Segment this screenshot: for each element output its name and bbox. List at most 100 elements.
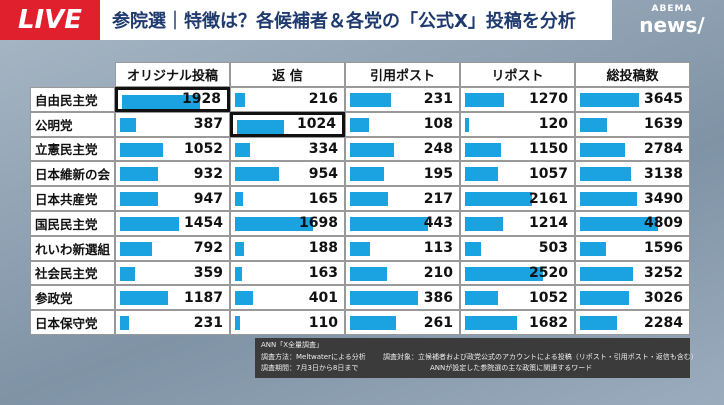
bar bbox=[580, 142, 626, 157]
party-name: れいわ新選組 bbox=[30, 235, 115, 261]
cell: 248 bbox=[345, 136, 460, 162]
bar bbox=[350, 117, 370, 132]
bar bbox=[120, 192, 159, 207]
value: 165 bbox=[308, 190, 338, 207]
column-header: オリジナル投稿 bbox=[115, 62, 230, 87]
value: 1052 bbox=[529, 289, 568, 306]
value: 1639 bbox=[644, 116, 683, 133]
value: 3138 bbox=[644, 165, 683, 182]
value: 3490 bbox=[644, 190, 683, 207]
value: 387 bbox=[193, 116, 223, 133]
bar bbox=[122, 95, 200, 109]
party-name: 社会民主党 bbox=[30, 260, 115, 286]
value: 1214 bbox=[529, 215, 568, 232]
cell: 2284 bbox=[575, 310, 690, 335]
bar bbox=[235, 93, 245, 107]
cell: 387 bbox=[115, 111, 230, 137]
value: 1698 bbox=[299, 215, 338, 232]
bar bbox=[120, 266, 135, 281]
value: 1928 bbox=[182, 91, 221, 108]
value: 113 bbox=[423, 240, 453, 257]
bar bbox=[580, 316, 618, 331]
bar bbox=[235, 316, 241, 331]
bar bbox=[235, 266, 243, 281]
cell: 1214 bbox=[460, 211, 575, 236]
bar bbox=[580, 241, 606, 256]
cell: 216 bbox=[230, 87, 345, 112]
cell: 359 bbox=[115, 260, 230, 286]
value: 1057 bbox=[529, 165, 568, 182]
cell: 1928 bbox=[115, 87, 230, 112]
value: 163 bbox=[308, 264, 338, 281]
value: 2520 bbox=[529, 264, 568, 281]
cell: 3138 bbox=[575, 161, 690, 187]
bar bbox=[235, 142, 251, 157]
value: 231 bbox=[423, 91, 453, 108]
cell: 954 bbox=[230, 161, 345, 187]
value: 120 bbox=[538, 116, 568, 133]
value: 401 bbox=[308, 289, 338, 306]
value: 334 bbox=[308, 140, 338, 157]
bar bbox=[465, 167, 498, 182]
live-badge: LIVE bbox=[0, 0, 100, 40]
cell: 2520 bbox=[460, 260, 575, 286]
cell: 1052 bbox=[460, 285, 575, 311]
value: 1682 bbox=[529, 314, 568, 331]
cell: 334 bbox=[230, 136, 345, 162]
bar bbox=[465, 217, 503, 231]
value: 386 bbox=[423, 289, 453, 306]
bar bbox=[465, 192, 532, 207]
bar bbox=[580, 167, 631, 182]
cell: 2784 bbox=[575, 136, 690, 162]
cell: 110 bbox=[230, 310, 345, 335]
bar bbox=[120, 142, 163, 157]
bar bbox=[465, 291, 498, 306]
value: 210 bbox=[423, 264, 453, 281]
value: 1052 bbox=[184, 140, 223, 157]
cell: 1639 bbox=[575, 111, 690, 137]
value: 1270 bbox=[529, 91, 568, 108]
value: 792 bbox=[193, 240, 223, 257]
bar bbox=[580, 217, 658, 231]
bar bbox=[580, 266, 633, 281]
value: 217 bbox=[423, 190, 453, 207]
value: 503 bbox=[538, 240, 568, 257]
value: 2161 bbox=[529, 190, 568, 207]
party-name: 国民民主党 bbox=[30, 211, 115, 236]
cell: 1057 bbox=[460, 161, 575, 187]
source-title: ANN「X全量調査」 bbox=[261, 341, 324, 349]
source-box: ANN「X全量調査」 調査方法：Meltwaterによる分析 調査期間：7月3日… bbox=[255, 338, 698, 378]
cell: 3490 bbox=[575, 186, 690, 211]
cell: 1682 bbox=[460, 310, 575, 335]
cell: 2161 bbox=[460, 186, 575, 211]
cell: 1270 bbox=[460, 87, 575, 112]
cell: 3645 bbox=[575, 87, 690, 112]
column-header: 返 信 bbox=[230, 62, 345, 87]
value: 261 bbox=[423, 314, 453, 331]
value: 108 bbox=[423, 116, 453, 133]
bar bbox=[465, 316, 518, 331]
value: 1024 bbox=[297, 116, 336, 133]
bar bbox=[350, 316, 396, 331]
party-name: 日本維新の会 bbox=[30, 161, 115, 187]
cell: 217 bbox=[345, 186, 460, 211]
cell: 3252 bbox=[575, 260, 690, 286]
value: 2284 bbox=[644, 314, 683, 331]
column-header: リポスト bbox=[460, 62, 575, 87]
bar bbox=[350, 93, 391, 107]
bar bbox=[235, 241, 244, 256]
logo-bottom: news/ bbox=[639, 13, 705, 37]
cell: 443 bbox=[345, 211, 460, 236]
cell: 163 bbox=[230, 260, 345, 286]
cell: 188 bbox=[230, 235, 345, 261]
bar bbox=[235, 291, 254, 306]
party-name: 参政党 bbox=[30, 285, 115, 311]
party-name: 日本共産党 bbox=[30, 186, 115, 211]
bar bbox=[350, 241, 370, 256]
bar bbox=[120, 291, 169, 306]
cell: 231 bbox=[345, 87, 460, 112]
cell: 3026 bbox=[575, 285, 690, 311]
party-name: 日本保守党 bbox=[30, 310, 115, 335]
value: 1187 bbox=[184, 289, 223, 306]
value: 443 bbox=[423, 215, 453, 232]
